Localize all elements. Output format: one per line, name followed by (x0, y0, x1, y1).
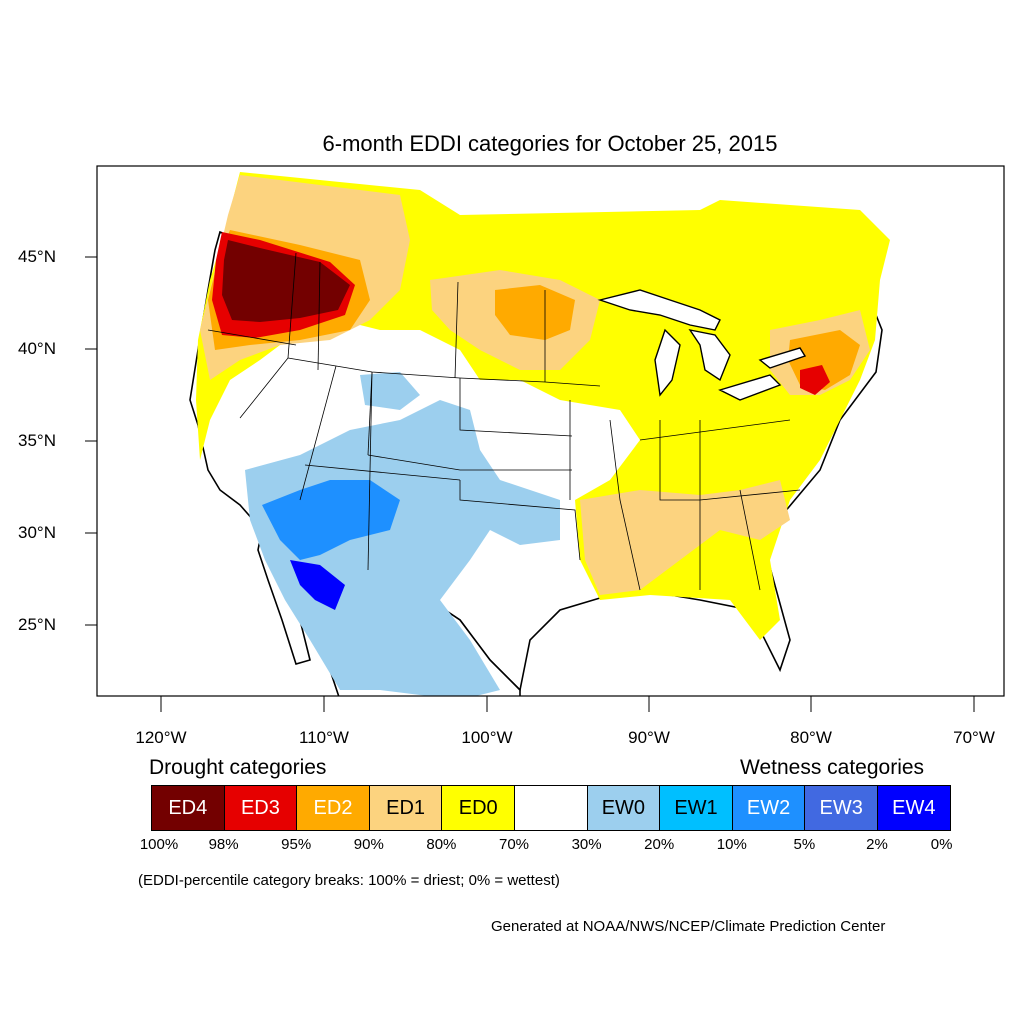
lon-label-80w: 80°W (790, 728, 832, 747)
lat-label-35: 35°N (18, 431, 56, 450)
lat-label-45: 45°N (18, 247, 56, 266)
legend-box-ew3: EW3 (804, 785, 878, 831)
percent-break-label: 98% (208, 836, 239, 853)
ed2-dakotas (495, 285, 575, 340)
legend-box-ew1: EW1 (659, 785, 733, 831)
map-layer (189, 172, 890, 696)
credit-line: Generated at NOAA/NWS/NCEP/Climate Predi… (491, 918, 886, 935)
percent-break-label: 0% (930, 836, 953, 853)
lon-label-70w: 70°W (953, 728, 995, 747)
state-boundaries (207, 252, 801, 591)
lat-label-40: 40°N (18, 339, 56, 358)
axis-ticks (85, 256, 975, 712)
legend-box-ew2: EW2 (731, 785, 806, 831)
great-lakes (597, 289, 807, 401)
percent-break-label: 30% (571, 836, 602, 853)
legend-box-neutral (514, 785, 588, 831)
percent-break-label: 70% (498, 836, 530, 853)
percent-break-label: 90% (353, 836, 384, 853)
map-frame (96, 165, 1005, 697)
legend-box-ed4: ED4 (151, 785, 225, 831)
percent-break-label: 2% (866, 836, 888, 853)
legend-box-ew0: EW0 (586, 785, 661, 831)
ed1-southeast (580, 480, 790, 595)
percent-break-label: 20% (644, 836, 675, 853)
lon-label-100w: 100°W (461, 728, 513, 747)
lon-label-120w: 120°W (135, 728, 187, 747)
percent-break-label: 80% (426, 836, 457, 853)
legend-box-ew4: EW4 (877, 785, 951, 831)
lat-label-25: 25°N (18, 615, 56, 634)
wetness-heading: Wetness categories (740, 756, 925, 779)
percent-break-label: 100% (139, 836, 179, 853)
drought-heading: Drought categories (149, 756, 327, 779)
ew4-sonora (290, 560, 345, 610)
legend-box-ed3: ED3 (223, 785, 298, 831)
lon-label-110w: 110°W (299, 728, 349, 747)
ed4-northwest (222, 240, 350, 322)
ew0-kansas (360, 372, 420, 410)
percent-break-label: 5% (793, 836, 816, 853)
ew0-southwest (245, 400, 560, 696)
percent-break-label: 95% (281, 836, 312, 853)
percent-break-label: 10% (716, 836, 747, 853)
lat-label-30: 30°N (18, 523, 56, 542)
ed3-pennsylvania (800, 365, 830, 395)
map-title: 6-month EDDI categories for October 25, … (322, 131, 778, 156)
category-note: (EDDI-percentile category breaks: 100% =… (138, 872, 560, 889)
legend-box-ed1: ED1 (368, 785, 443, 831)
legend-box-ed0: ED0 (441, 785, 515, 831)
legend-box-ed2: ED2 (296, 785, 370, 831)
ew2-southwest (262, 480, 400, 560)
lon-label-90w: 90°W (628, 728, 670, 747)
